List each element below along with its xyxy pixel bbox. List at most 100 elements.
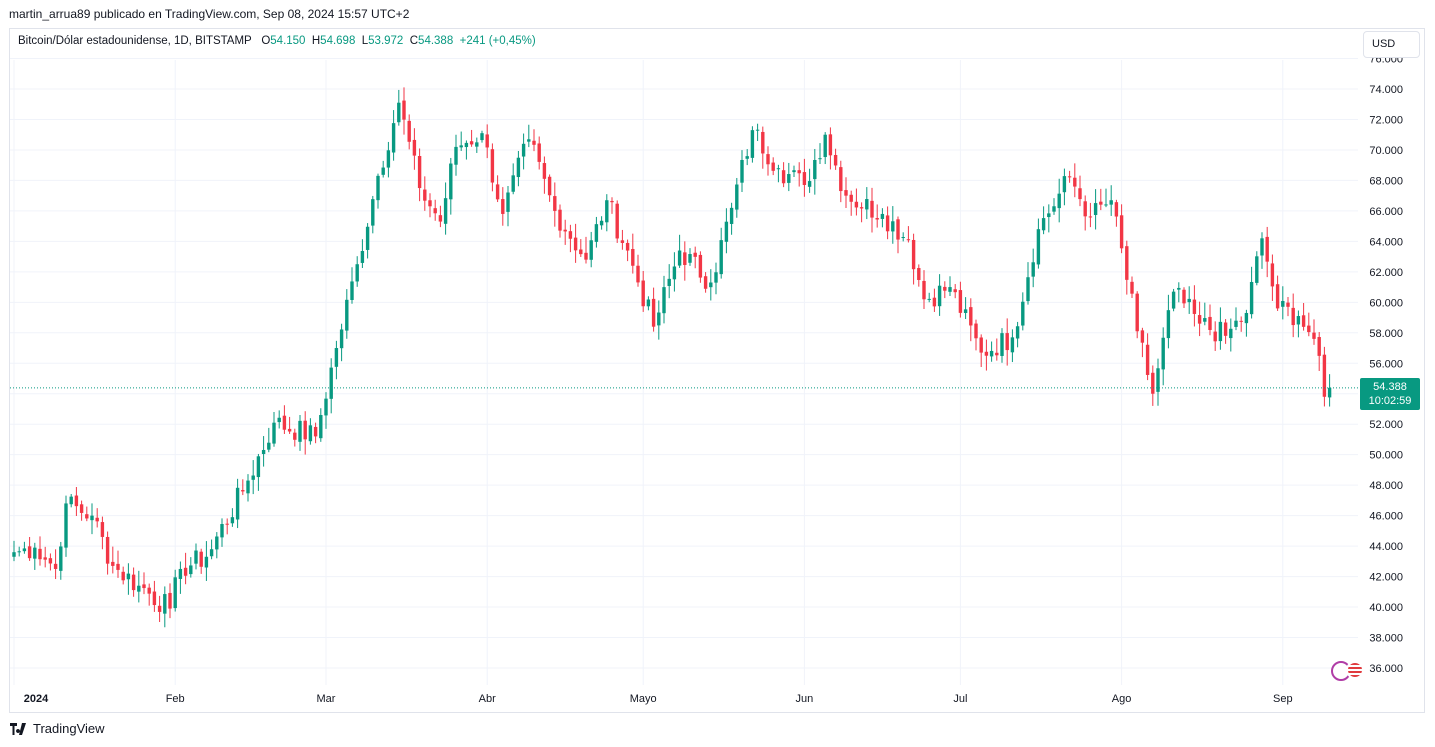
currency-button[interactable]: USD	[1363, 31, 1420, 58]
candle-body	[105, 536, 110, 564]
candle-body	[755, 129, 760, 131]
candle-body	[542, 163, 547, 179]
candle-body	[225, 523, 229, 525]
close-value: 54.388	[418, 35, 454, 47]
candle-body	[729, 207, 734, 224]
candle-body	[667, 278, 671, 286]
y-tick-label: 62.000	[1369, 267, 1403, 279]
last-price-tag: 54.388 10:02:59	[1360, 378, 1420, 410]
candle-body	[1026, 277, 1030, 302]
candle-body	[1109, 200, 1113, 205]
candle-body	[475, 142, 479, 147]
candle-body	[1000, 333, 1004, 356]
y-tick-label: 46.000	[1369, 511, 1403, 523]
candle-body	[1073, 177, 1077, 187]
publisher-line: martin_arrua89 publicado en TradingView.…	[9, 7, 410, 21]
candle-body	[355, 264, 359, 282]
y-tick-label: 58.000	[1369, 328, 1403, 340]
candle-body	[183, 567, 188, 576]
candle-body	[189, 565, 193, 575]
candle-body	[1327, 387, 1332, 398]
candle-body	[74, 495, 79, 507]
candle-body	[1015, 326, 1020, 339]
candle-body	[168, 592, 172, 609]
candle-body	[1093, 203, 1098, 216]
symbol-label[interactable]: Bitcoin/Dólar estadounidense, 1D, BITSTA…	[18, 35, 252, 47]
x-tick-label: Mayo	[630, 693, 657, 705]
candle-body	[875, 218, 879, 220]
candle-body	[833, 155, 838, 166]
candle-body	[459, 145, 463, 148]
chart-frame	[9, 28, 1425, 713]
candle-body	[220, 524, 224, 538]
candle-body	[605, 200, 609, 223]
candle-body	[79, 504, 84, 513]
candle-body	[480, 133, 484, 141]
candle-body	[724, 221, 729, 242]
candle-body	[896, 219, 900, 240]
candle-body	[490, 149, 495, 183]
candle-body	[428, 200, 432, 207]
candle-body	[709, 282, 713, 288]
flag-icon[interactable]	[1346, 661, 1364, 679]
candle-body	[615, 203, 619, 239]
candle-body	[438, 215, 443, 222]
candle-body	[974, 323, 978, 339]
candle-body	[1275, 284, 1280, 309]
candle-body	[417, 156, 422, 189]
candle-body	[350, 281, 354, 300]
candle-body	[1187, 298, 1191, 303]
candle-body	[584, 252, 588, 260]
x-tick-label: Sep	[1273, 693, 1293, 705]
candle-body	[1052, 206, 1056, 212]
y-tick-label: 72.000	[1369, 114, 1403, 126]
candle-body	[776, 168, 781, 170]
low-label: L	[361, 35, 369, 47]
candle-body	[1041, 218, 1046, 231]
x-tick-label: Feb	[166, 693, 185, 705]
candle-body	[339, 329, 344, 349]
candle-body	[865, 199, 869, 210]
candle-body	[1010, 337, 1015, 353]
candle-body	[979, 337, 983, 353]
footer-brand[interactable]: TradingView	[10, 721, 105, 736]
candle-body	[636, 265, 640, 283]
candle-body	[1166, 310, 1171, 339]
candle-body	[449, 163, 453, 200]
candle-body	[423, 189, 427, 201]
candle-body	[178, 568, 183, 579]
candle-body	[885, 215, 890, 232]
candle-body	[391, 123, 396, 153]
candle-body	[1234, 320, 1238, 327]
last-price-value: 54.388	[1373, 381, 1407, 393]
candle-body	[651, 298, 656, 327]
candle-body	[854, 201, 859, 208]
candle-body	[521, 143, 526, 157]
candle-body	[1140, 330, 1145, 343]
candle-body	[215, 536, 219, 550]
candle-body	[953, 289, 957, 293]
candle-body	[870, 200, 874, 218]
candle-body	[33, 547, 37, 559]
candle-body	[745, 156, 749, 159]
candle-body	[657, 312, 661, 326]
brand-text: TradingView	[33, 721, 105, 736]
x-tick-label: Jul	[953, 693, 967, 705]
candle-body	[532, 140, 536, 145]
candle-body	[27, 546, 32, 559]
candle-body	[1036, 229, 1041, 265]
y-tick-label: 38.000	[1369, 633, 1403, 645]
y-tick-label: 56.000	[1369, 358, 1403, 370]
candle-body	[1083, 201, 1087, 217]
candle-body	[750, 130, 755, 158]
candle-body	[573, 237, 578, 251]
candle-body	[1197, 315, 1202, 324]
candle-body	[901, 237, 905, 239]
candle-body	[246, 480, 250, 494]
x-tick-label: Jun	[796, 693, 814, 705]
bar-countdown: 10:02:59	[1368, 395, 1412, 407]
candle-body	[1156, 368, 1160, 392]
candle-body	[1260, 238, 1264, 256]
candle-body	[469, 141, 474, 145]
